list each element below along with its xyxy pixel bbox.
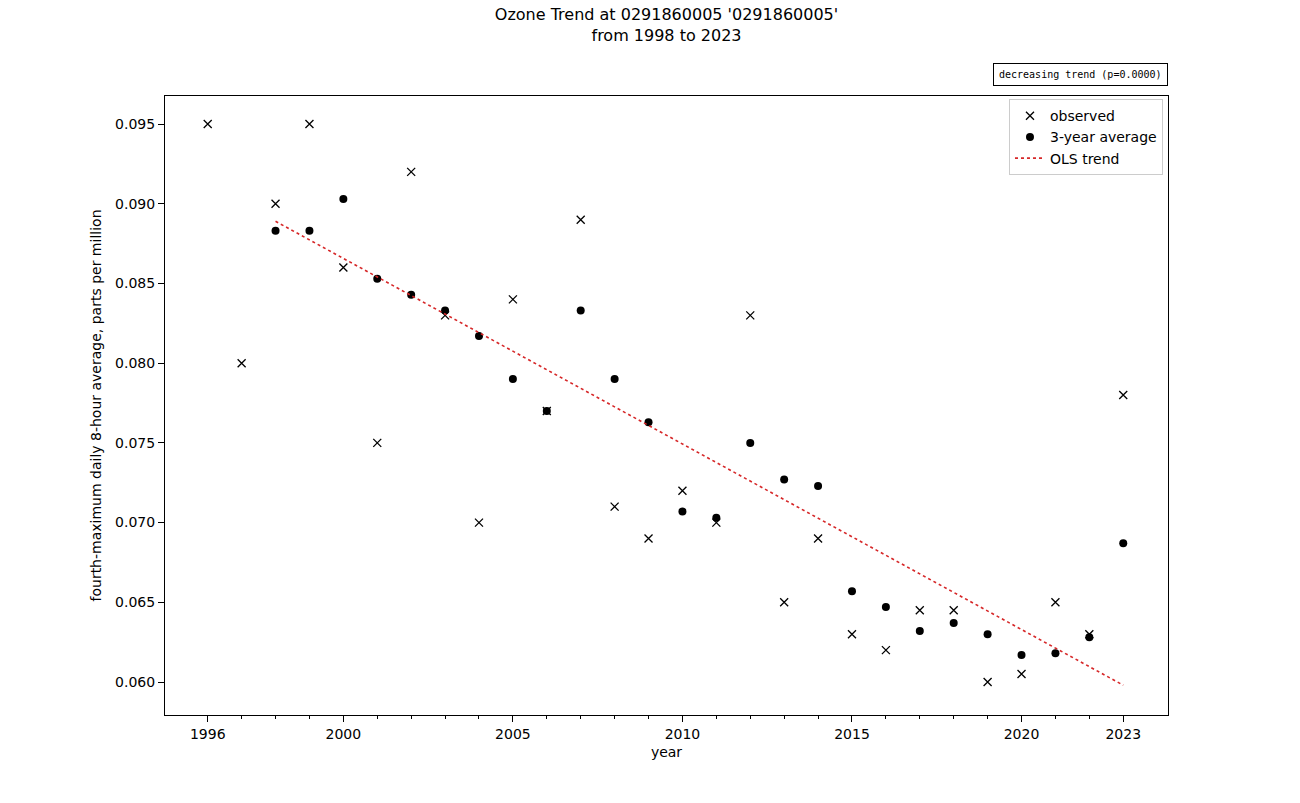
svg-text:Ozone Trend at 0291860005 '029: Ozone Trend at 0291860005 '0291860005'fr… — [495, 5, 838, 45]
svg-text:2000: 2000 — [326, 726, 362, 742]
svg-text:2010: 2010 — [665, 726, 701, 742]
svg-text:3-year average: 3-year average — [1050, 129, 1157, 145]
svg-text:0.060: 0.060 — [115, 674, 155, 690]
svg-text:OLS trend: OLS trend — [1050, 151, 1119, 167]
svg-text:0.080: 0.080 — [115, 355, 155, 371]
svg-text:0.070: 0.070 — [115, 514, 155, 530]
svg-text:0.095: 0.095 — [115, 116, 155, 132]
svg-text:0.075: 0.075 — [115, 435, 155, 451]
svg-text:fourth-maximum daily 8-hour av: fourth-maximum daily 8-hour average, par… — [88, 210, 104, 602]
svg-text:2005: 2005 — [495, 726, 531, 742]
svg-text:0.085: 0.085 — [115, 275, 155, 291]
svg-text:2020: 2020 — [1004, 726, 1040, 742]
svg-text:1996: 1996 — [190, 726, 226, 742]
svg-text:0.090: 0.090 — [115, 196, 155, 212]
svg-text:observed: observed — [1050, 108, 1115, 124]
svg-text:2023: 2023 — [1105, 726, 1141, 742]
svg-text:0.065: 0.065 — [115, 594, 155, 610]
svg-text:2015: 2015 — [834, 726, 870, 742]
svg-text:year: year — [651, 744, 682, 760]
svg-text:decreasing trend (p=0.0000): decreasing trend (p=0.0000) — [999, 69, 1162, 80]
